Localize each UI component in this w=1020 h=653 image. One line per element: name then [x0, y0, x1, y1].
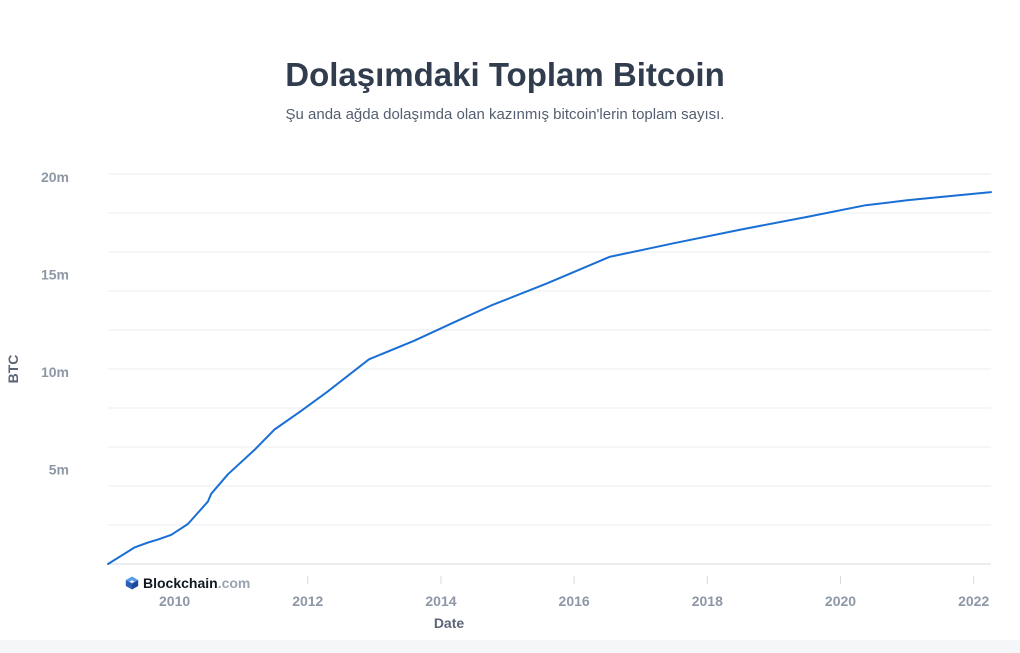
blockchain-logo-icon	[125, 576, 139, 590]
y-tick-label-10m: 10m	[41, 364, 69, 380]
x-axis-tick-labels: 2010 2012 2014 2016 2018 2020 2022	[159, 593, 989, 609]
bottom-strip	[0, 640, 1020, 653]
x-tick-label-2010: 2010	[159, 593, 190, 609]
series-layer	[107, 191, 992, 565]
x-tick-label-2020: 2020	[825, 593, 856, 609]
blockchain-brand[interactable]: Blockchain .com	[125, 574, 250, 592]
chart-title: Dolaşımdaki Toplam Bitcoin	[285, 56, 725, 93]
x-tick-label-2018: 2018	[692, 593, 723, 609]
x-tick-label-2014: 2014	[425, 593, 456, 609]
y-tick-label-20m: 20m	[41, 169, 69, 185]
brand-name: Blockchain	[143, 575, 218, 591]
x-tick-label-2022: 2022	[958, 593, 989, 609]
y-axis-title: BTC	[5, 355, 21, 384]
x-tick-label-2012: 2012	[292, 593, 323, 609]
series-line-0	[107, 191, 992, 565]
y-tick-label-15m: 15m	[41, 267, 69, 283]
brand-suffix: .com	[217, 575, 251, 591]
x-axis-title: Date	[434, 615, 465, 631]
grid-lines	[108, 173, 991, 526]
y-axis-tick-labels: 5m 10m 15m 20m	[41, 169, 69, 478]
x-axis	[108, 563, 991, 584]
chart-subtitle: Şu anda ağda dolaşımda olan kazınmış bit…	[285, 106, 725, 123]
x-tick-label-2016: 2016	[559, 593, 590, 609]
y-tick-label-5m: 5m	[49, 462, 69, 478]
